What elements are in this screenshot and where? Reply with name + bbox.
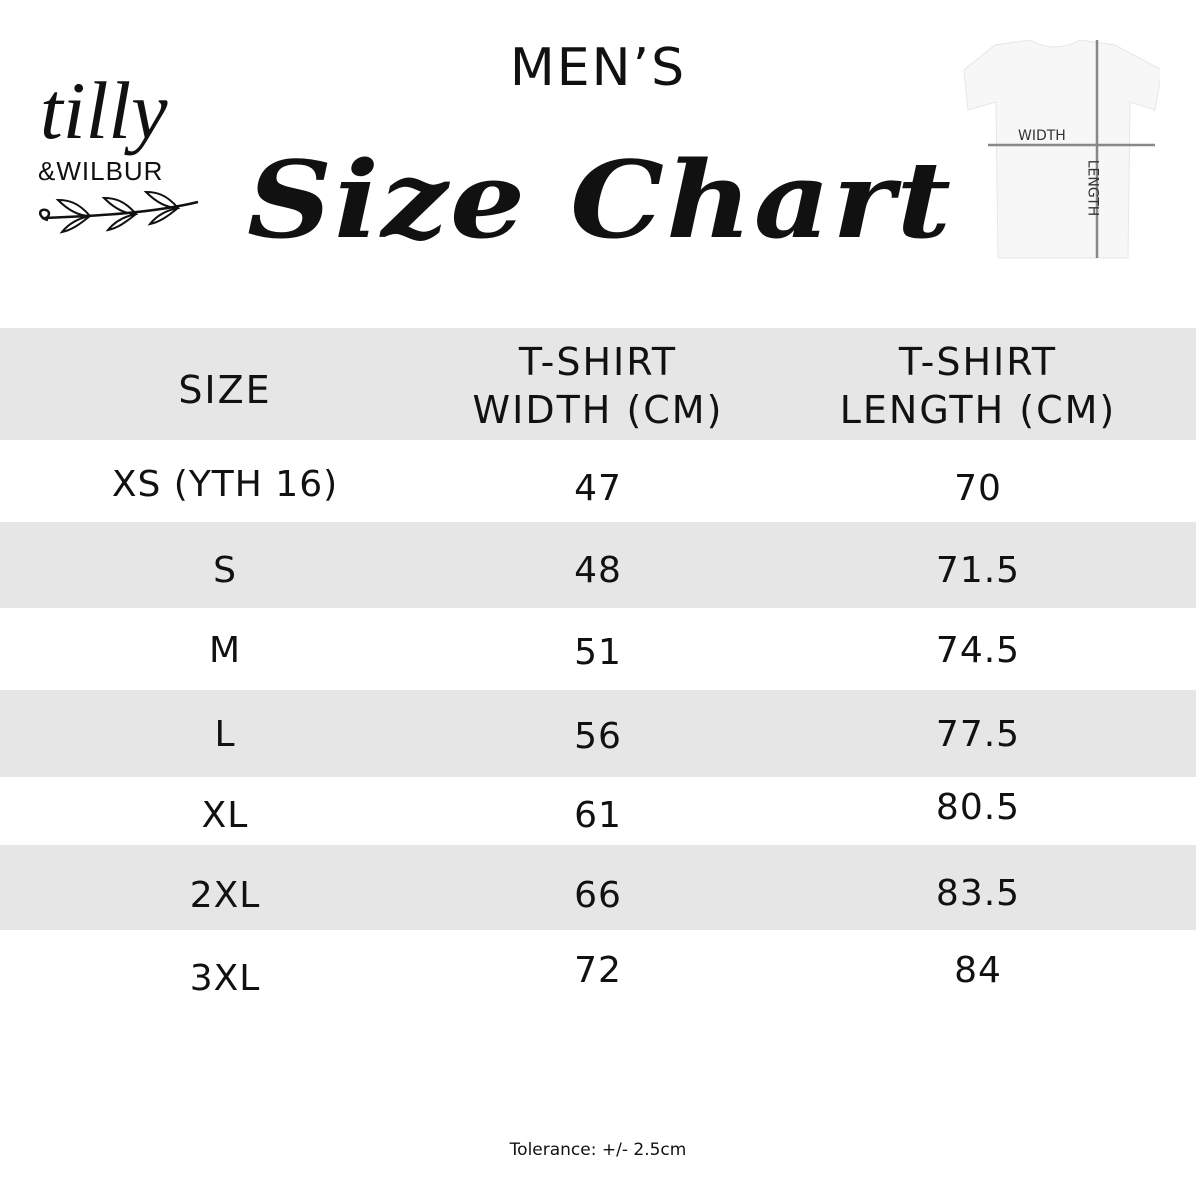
cell-length: 77.5 xyxy=(935,714,1021,755)
table-row: L 56 77.5 xyxy=(0,690,1196,777)
cell-size: M xyxy=(208,630,242,671)
cell-size: 2XL xyxy=(189,875,261,916)
table-row: 3XL 72 84 xyxy=(0,930,1196,1010)
header-width: T-SHIRT WIDTH (CM) xyxy=(398,338,798,434)
table-row: M 51 74.5 xyxy=(0,608,1196,690)
leaf-vine-icon xyxy=(39,190,199,234)
header-length: T-SHIRT LENGTH (CM) xyxy=(778,338,1178,434)
tolerance-note: Tolerance: +/- 2.5cm xyxy=(509,1140,687,1160)
tshirt-diagram: WIDTH LENGTH xyxy=(950,39,1163,265)
cell-length: 83.5 xyxy=(935,873,1021,914)
cell-width: 51 xyxy=(574,632,622,673)
table-row: 2XL 66 83.5 xyxy=(0,845,1196,930)
cell-size: XL xyxy=(201,795,249,836)
cell-length: 84 xyxy=(954,950,1002,991)
cell-length: 70 xyxy=(954,468,1002,509)
logo-text-tilly: tilly xyxy=(40,65,168,156)
header-length-line1: T-SHIRT xyxy=(898,340,1058,384)
title-size-chart: Size Chart xyxy=(246,136,954,263)
cell-size: XS (YTH 16) xyxy=(111,464,339,505)
cell-size: L xyxy=(214,714,236,755)
cell-width: 48 xyxy=(574,550,622,591)
cell-length: 80.5 xyxy=(935,787,1021,828)
cell-width: 61 xyxy=(574,795,622,836)
cell-size: S xyxy=(213,550,237,591)
width-label: WIDTH xyxy=(1018,128,1066,144)
header-width-line2: WIDTH (CM) xyxy=(472,388,724,432)
title-mens: MEN’S xyxy=(509,38,687,98)
cell-length: 71.5 xyxy=(935,550,1021,591)
table-header: SIZE T-SHIRT WIDTH (CM) T-SHIRT LENGTH (… xyxy=(0,328,1196,440)
table-row: XS (YTH 16) 47 70 xyxy=(0,440,1196,522)
table-row: XL 61 80.5 xyxy=(0,777,1196,845)
cell-width: 47 xyxy=(574,468,622,509)
table-row: S 48 71.5 xyxy=(0,522,1196,608)
brand-logo: tilly &WILBUR xyxy=(28,65,208,240)
cell-width: 56 xyxy=(574,716,622,757)
header-size: SIZE xyxy=(178,368,272,412)
cell-width: 72 xyxy=(574,950,622,991)
header-width-line1: T-SHIRT xyxy=(518,340,678,384)
header-length-line2: LENGTH (CM) xyxy=(839,388,1117,432)
logo-text-wilbur: &WILBUR xyxy=(38,156,164,186)
length-label: LENGTH xyxy=(1084,159,1101,217)
cell-length: 74.5 xyxy=(935,630,1021,671)
cell-size: 3XL xyxy=(189,958,261,999)
cell-width: 66 xyxy=(574,875,622,916)
